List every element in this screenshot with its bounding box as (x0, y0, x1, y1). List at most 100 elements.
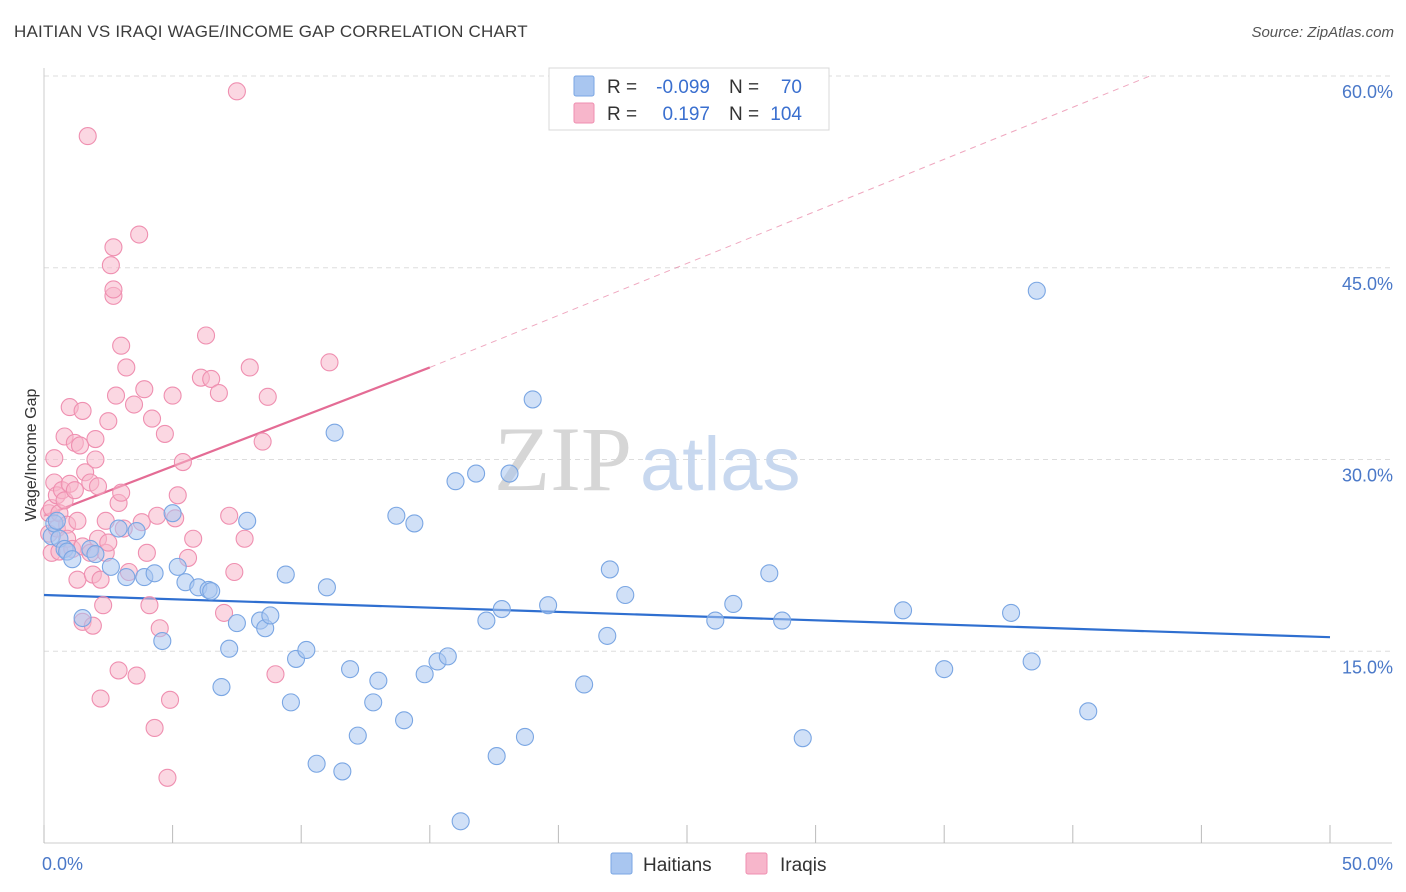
point-haitians (1079, 702, 1098, 721)
point-iraqis (127, 666, 146, 685)
point-haitians (202, 582, 221, 601)
stats-n-label-haitians: N = (729, 77, 759, 98)
point-iraqis (145, 718, 164, 738)
point-iraqis (124, 395, 144, 414)
y-tick-label: 45.0% (1342, 274, 1393, 294)
point-haitians (706, 611, 725, 630)
watermark-atlas: atlas (640, 422, 801, 507)
point-iraqis (99, 412, 118, 431)
point-iraqis (209, 383, 228, 403)
point-haitians (467, 464, 486, 483)
point-haitians (793, 729, 812, 748)
point-haitians (341, 660, 360, 679)
legend-iraqis-label: Iraqis (780, 855, 826, 876)
point-iraqis (117, 358, 136, 377)
point-iraqis (112, 483, 131, 502)
y-tick-label: 60.0% (1342, 82, 1393, 102)
point-haitians (145, 564, 164, 583)
stats-r-label-haitians: R = (607, 77, 637, 98)
point-iraqis (86, 429, 105, 449)
x-tick-label: 0.0% (42, 854, 83, 874)
point-haitians (575, 675, 594, 694)
trend-extension-iraqis (429, 75, 1151, 368)
point-haitians (317, 578, 336, 597)
point-haitians (523, 390, 542, 409)
point-iraqis (163, 386, 182, 405)
point-iraqis (86, 450, 105, 469)
stats-r-value-iraqis: 0.197 (662, 104, 710, 125)
point-haitians (515, 727, 535, 746)
point-haitians (307, 754, 326, 773)
x-tick-label: 50.0% (1342, 854, 1393, 874)
point-haitians (281, 693, 300, 712)
point-iraqis (135, 380, 154, 399)
point-iraqis (320, 353, 339, 372)
point-haitians (325, 423, 344, 442)
point-haitians (415, 665, 434, 684)
y-tick-label: 15.0% (1342, 657, 1393, 677)
point-iraqis (148, 506, 167, 525)
point-iraqis (253, 432, 272, 451)
point-iraqis (73, 401, 92, 420)
point-iraqis (104, 238, 123, 257)
watermark: ZIP atlas (494, 408, 801, 510)
point-haitians (238, 511, 257, 530)
point-haitians (73, 608, 92, 628)
point-haitians (212, 677, 231, 697)
point-iraqis (137, 543, 156, 562)
tick-labels: 15.0% 30.0% 45.0% 60.0% 0.0% 50.0% (42, 82, 1393, 874)
trend-line-iraqis (43, 366, 431, 517)
point-iraqis (227, 82, 246, 101)
point-iraqis (155, 424, 174, 443)
legend-haitians-label: Haitians (643, 855, 712, 876)
point-iraqis (160, 690, 180, 709)
iraqis-swatch (573, 102, 595, 124)
point-haitians (101, 557, 120, 576)
point-haitians (1022, 652, 1041, 671)
legend-haitians-swatch (610, 852, 633, 875)
point-iraqis (202, 369, 221, 389)
point-iraqis (88, 477, 108, 496)
point-iraqis (240, 358, 259, 377)
point-haitians (405, 514, 424, 533)
point-haitians (724, 594, 743, 614)
watermark-zip: ZIP (494, 408, 632, 510)
point-iraqis (78, 127, 97, 146)
haitians-swatch (573, 75, 595, 97)
point-haitians (63, 550, 82, 569)
point-haitians (153, 631, 172, 651)
point-iraqis (214, 603, 234, 622)
point-haitians (487, 747, 506, 766)
point-haitians (492, 600, 511, 619)
point-iraqis (140, 596, 159, 615)
point-haitians (117, 568, 136, 587)
point-haitians (600, 560, 619, 579)
point-iraqis (94, 596, 113, 615)
point-haitians (227, 614, 246, 633)
stats-legend-box (548, 67, 830, 131)
point-iraqis (91, 570, 110, 589)
point-haitians (127, 522, 146, 541)
stats-n-label-iraqis: N = (729, 104, 759, 125)
point-iraqis (158, 768, 177, 787)
chart-title: HAITIAN VS IRAQI WAGE/INCOME GAP CORRELA… (14, 22, 528, 41)
point-iraqis (258, 387, 277, 406)
source-credit: Source: ZipAtlas.com (1251, 24, 1394, 41)
point-haitians (47, 511, 66, 530)
y-axis-label: Wage/Income Gap (23, 389, 40, 522)
point-haitians (477, 611, 496, 630)
point-iraqis (130, 225, 149, 244)
point-haitians (364, 693, 383, 712)
point-iraqis (142, 409, 162, 428)
point-iraqis (101, 256, 120, 275)
point-haitians (297, 640, 316, 660)
point-haitians (333, 762, 352, 781)
point-iraqis (104, 280, 123, 299)
stats-r-label-iraqis: R = (607, 104, 637, 125)
point-haitians (500, 464, 519, 483)
point-iraqis (235, 529, 254, 548)
point-iraqis (70, 436, 90, 455)
point-haitians (109, 519, 128, 538)
point-haitians (1027, 281, 1046, 300)
